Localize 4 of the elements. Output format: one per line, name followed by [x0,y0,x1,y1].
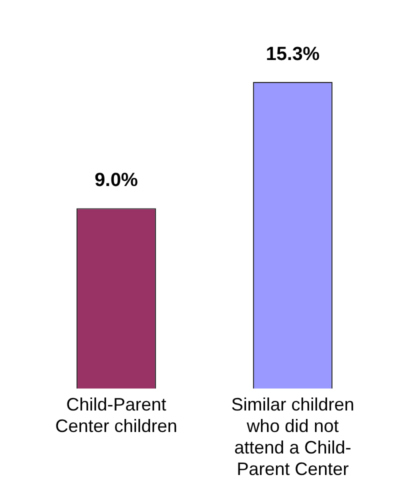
data-label: 9.0% [94,170,138,191]
x-tick-label: Similar children who did not attend a Child-Parent Center [231,394,354,480]
x-tick-label: Child-Parent Center children [55,394,178,436]
data-label: 15.3% [266,44,320,65]
